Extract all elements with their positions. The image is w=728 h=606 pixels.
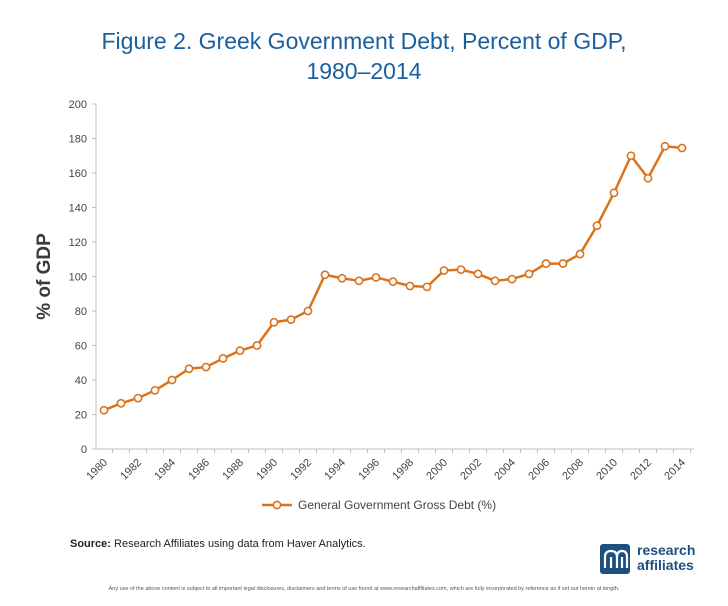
data-point — [422, 282, 432, 292]
data-point — [303, 306, 313, 316]
x-tick-label: 1988 — [220, 457, 246, 483]
x-tick-label: 1986 — [186, 457, 212, 483]
y-tick-label: 140 — [69, 203, 87, 215]
y-tick-label: 160 — [69, 168, 87, 180]
data-point — [99, 405, 109, 415]
y-tick-label: 200 — [69, 99, 87, 111]
legend-label: General Government Gross Debt (%) — [298, 498, 496, 512]
data-point — [167, 375, 177, 385]
data-point — [371, 272, 381, 282]
x-tick-label: 1994 — [322, 457, 348, 483]
x-tick-label: 1980 — [84, 457, 110, 483]
data-point — [541, 259, 551, 268]
data-point — [524, 269, 534, 279]
data-point — [643, 173, 653, 183]
data-point — [116, 398, 126, 408]
data-point — [320, 270, 330, 280]
x-tick-label: 2006 — [526, 457, 552, 483]
x-tick-label: 1996 — [356, 457, 382, 483]
x-tick-label: 1982 — [118, 457, 144, 483]
chart-title-line-1: Figure 2. Greek Government Debt, Percent… — [101, 28, 627, 54]
data-point — [252, 341, 262, 350]
source-note: Source: Research Affiliates using data f… — [70, 538, 366, 550]
research-affiliates-logo: research affiliates — [599, 543, 709, 575]
data-point — [388, 277, 398, 287]
data-point — [456, 265, 466, 274]
data-point — [286, 315, 296, 325]
line-chart: 0 20 40 60 80 100 120 140 160 180 200 1980 1982 1984 1… — [34, 99, 694, 512]
y-tick-label: 0 — [81, 444, 87, 456]
legend-marker — [272, 500, 282, 510]
y-tick-label: 60 — [75, 341, 87, 353]
data-point — [575, 249, 585, 259]
x-tick-label: 2014 — [662, 457, 688, 483]
y-tick-label: 20 — [75, 410, 87, 422]
data-point — [677, 143, 687, 153]
data-point — [507, 274, 517, 284]
x-tick-label: 2008 — [560, 457, 586, 483]
ra-monogram-icon — [600, 544, 630, 574]
y-tick-label: 80 — [75, 306, 87, 318]
y-tick-label: 180 — [69, 134, 87, 146]
x-tick-label: 2000 — [424, 457, 450, 483]
data-point — [133, 393, 143, 403]
x-tick-label: 1998 — [390, 457, 416, 483]
data-point — [235, 346, 245, 356]
data-point — [626, 151, 636, 161]
chart-title-line-2: 1980–2014 — [306, 58, 422, 84]
data-point — [439, 266, 449, 275]
x-tick-label: 1992 — [288, 457, 314, 483]
data-point — [201, 362, 211, 372]
y-tick-label: 100 — [69, 272, 87, 284]
data-point — [337, 273, 347, 283]
data-point — [660, 141, 670, 151]
data-point — [490, 276, 500, 286]
x-tick-label: 2010 — [594, 457, 620, 483]
x-tick-label: 1984 — [152, 457, 178, 483]
logo-wordmark: research affiliates — [637, 543, 695, 573]
chart-title: Figure 2. Greek Government Debt, Percent… — [0, 26, 728, 86]
logo-word-2: affiliates — [637, 557, 694, 573]
data-point — [184, 364, 194, 374]
data-point — [354, 276, 364, 286]
data-point — [473, 269, 483, 279]
x-tick-label: 2012 — [628, 457, 654, 483]
x-tick-label: 1990 — [254, 457, 280, 483]
source-label: Source: — [70, 538, 111, 550]
data-point — [218, 354, 228, 363]
x-tick-label: 2004 — [492, 457, 518, 483]
y-axis-label: % of GDP — [34, 233, 55, 320]
source-text: Research Affiliates using data from Have… — [110, 538, 366, 550]
x-tick-label: 2002 — [458, 457, 484, 483]
data-point — [405, 281, 415, 291]
data-point — [269, 317, 279, 327]
data-point — [150, 385, 160, 395]
data-point — [558, 259, 568, 268]
logo-word-1: research — [637, 542, 696, 558]
y-tick-label: 40 — [75, 375, 87, 387]
legal-disclaimer: Any use of the above content is subject … — [108, 586, 620, 592]
data-point — [609, 188, 619, 198]
y-tick-label: 120 — [69, 237, 87, 249]
data-point — [592, 221, 602, 231]
